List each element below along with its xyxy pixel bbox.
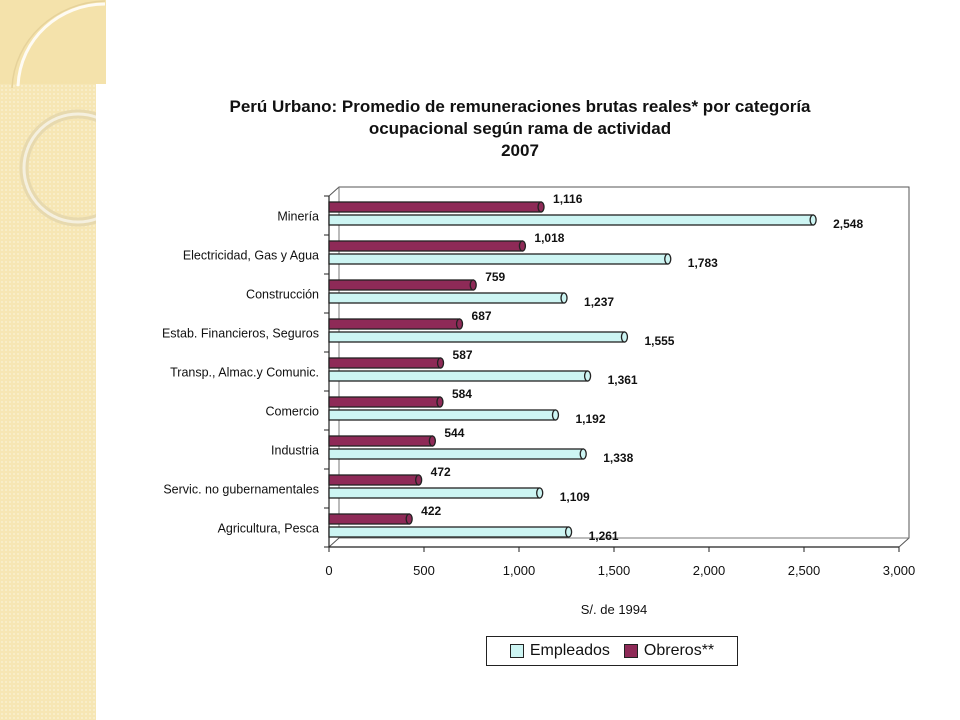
chart-legend: Empleados Obreros**: [486, 636, 738, 666]
bar-obreros: [328, 396, 441, 408]
bar-empleados: [328, 331, 626, 343]
x-tick-label: 500: [413, 563, 435, 578]
category-label: Estab. Financieros, Seguros: [162, 327, 319, 341]
x-tick-label: 2,500: [788, 563, 821, 578]
bar-empleados-cap: [664, 253, 672, 265]
category-label: Industria: [271, 444, 319, 458]
legend-item-obreros: Obreros**: [623, 642, 715, 660]
bar-empleados: [328, 253, 669, 265]
x-tick-label: 0: [325, 563, 332, 578]
category-label: Comercio: [266, 405, 320, 419]
bar-obreros: [328, 513, 410, 525]
x-tick-label: 1,500: [598, 563, 631, 578]
bar-obreros: [328, 357, 442, 369]
category-label: Agricultura, Pesca: [218, 522, 319, 536]
bar-empleados: [328, 370, 589, 382]
category-label: Electricidad, Gas y Agua: [183, 249, 319, 263]
bar-obreros-cap: [405, 513, 413, 525]
bar-obreros-cap: [436, 357, 445, 369]
bar-obreros-cap: [518, 240, 527, 252]
data-label-obreros: 544: [444, 426, 464, 440]
x-tick-label: 1,000: [503, 563, 536, 578]
bar-obreros: [328, 474, 420, 486]
data-label-obreros: 584: [452, 387, 472, 401]
bar-empleados-cap: [551, 409, 560, 421]
x-axis-label: S/. de 1994: [581, 602, 648, 617]
category-label: Construcción: [246, 288, 319, 302]
chart-title-line-3: 2007: [501, 141, 539, 160]
bar-obreros-cap: [428, 435, 437, 447]
legend-swatch-empleados: [509, 644, 524, 658]
bar-empleados-cap: [579, 448, 587, 460]
bar-obreros: [328, 279, 474, 291]
bar-empleados: [328, 526, 570, 538]
chart-title: Perú Urbano: Promedio de remuneraciones …: [120, 96, 920, 162]
legend-item-empleados: Empleados: [509, 642, 610, 660]
bar-obreros: [328, 318, 461, 330]
legend-swatch-obreros: [623, 644, 638, 658]
data-label-obreros: 422: [421, 504, 441, 518]
data-label-empleados: 1,361: [608, 373, 638, 387]
data-label-empleados: 1,338: [603, 451, 633, 465]
category-label: Minería: [277, 210, 319, 224]
data-label-obreros: 587: [453, 348, 473, 362]
bar-empleados: [328, 292, 565, 304]
data-label-obreros: 1,018: [534, 231, 564, 245]
data-label-obreros: 1,116: [553, 192, 583, 206]
data-label-empleados: 1,192: [575, 412, 605, 426]
x-tick-label: 3,000: [883, 563, 916, 578]
decorative-top-block: [0, 0, 106, 84]
bar-obreros-cap: [537, 201, 545, 213]
bar-empleados: [328, 214, 814, 226]
chart-title-line-1: Perú Urbano: Promedio de remuneraciones …: [229, 97, 811, 116]
data-label-empleados: 1,555: [644, 334, 674, 348]
bar-obreros: [328, 240, 524, 252]
bar-empleados-cap: [620, 331, 629, 343]
bar-obreros-cap: [415, 474, 423, 486]
legend-label-obreros: Obreros**: [643, 642, 715, 659]
category-label: Servic. no gubernamentales: [163, 483, 319, 497]
bar-empleados-cap: [564, 526, 573, 538]
plot-corner-edge: [328, 537, 340, 548]
data-label-empleados: 1,237: [584, 295, 614, 309]
bar-empleados-cap: [583, 370, 592, 382]
bar-obreros-cap: [436, 396, 444, 408]
bar-empleados: [328, 448, 584, 460]
data-label-obreros: 472: [431, 465, 451, 479]
data-label-empleados: 1,783: [688, 256, 718, 270]
chart-title-line-2: ocupacional según rama de actividad: [368, 119, 672, 138]
bar-obreros: [328, 435, 434, 447]
bar-empleados-cap: [536, 487, 544, 499]
bar-obreros-cap: [469, 279, 477, 291]
data-label-obreros: 687: [472, 309, 492, 323]
data-label-empleados: 1,109: [560, 490, 590, 504]
legend-label-empleados: Empleados: [529, 642, 610, 659]
decorative-circles: [11, 0, 130, 227]
category-label: Transp., Almac.y Comunic.: [170, 366, 319, 380]
x-tick-label: 2,000: [693, 563, 726, 578]
bar-empleados: [328, 487, 541, 499]
bar-obreros: [328, 201, 542, 213]
bar-empleados-cap: [809, 214, 817, 226]
bar-empleados: [328, 409, 557, 421]
data-label-obreros: 759: [485, 270, 505, 284]
bar-empleados-cap: [560, 292, 568, 304]
bar-obreros-cap: [455, 318, 464, 330]
data-label-empleados: 2,548: [833, 217, 863, 231]
data-label-empleados: 1,261: [589, 529, 619, 543]
